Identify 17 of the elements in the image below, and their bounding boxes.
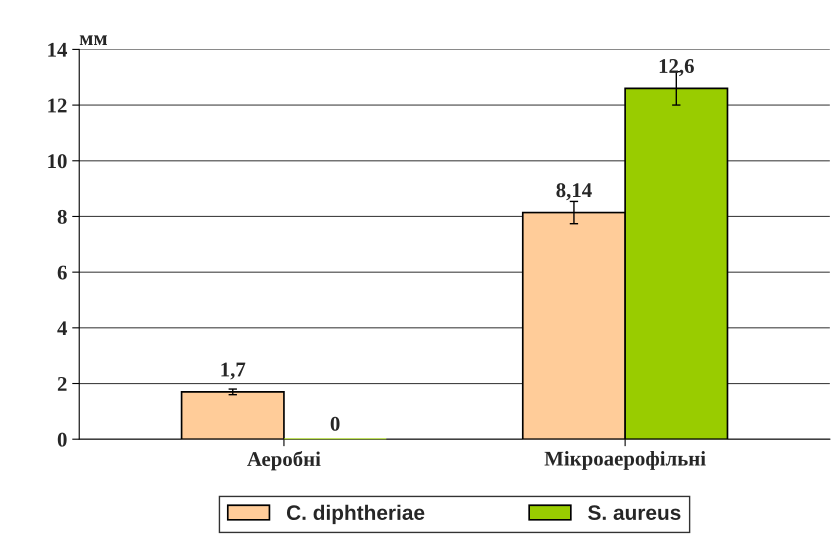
y-tick-label: 0 [58,432,67,447]
y-tick-label: 2 [58,376,67,391]
legend-label: C. diphtheriae [286,504,424,524]
y-tick-label: 12 [48,98,67,112]
data-label: 0 [330,416,340,431]
y-tick-label: 10 [48,154,67,168]
y-tick-label: 4 [57,321,68,336]
y-tick-label: 14 [48,42,68,57]
y-tick-label: 8 [58,210,67,224]
x-tick-label: Аеробні [247,451,321,470]
data-label: 1,7 [221,362,246,380]
y-tick-label: 6 [58,266,67,280]
data-label: 12,6 [660,59,694,76]
data-label: 8,14 [556,183,592,200]
x-tick-label: Мікроаерофільні [544,451,706,470]
legend-label: S. aureus [588,505,680,520]
y-axis-title: мм [80,35,107,45]
